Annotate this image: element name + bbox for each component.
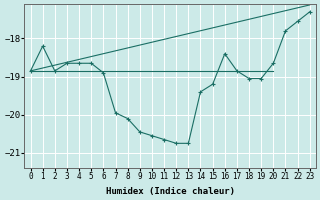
X-axis label: Humidex (Indice chaleur): Humidex (Indice chaleur) (106, 187, 235, 196)
